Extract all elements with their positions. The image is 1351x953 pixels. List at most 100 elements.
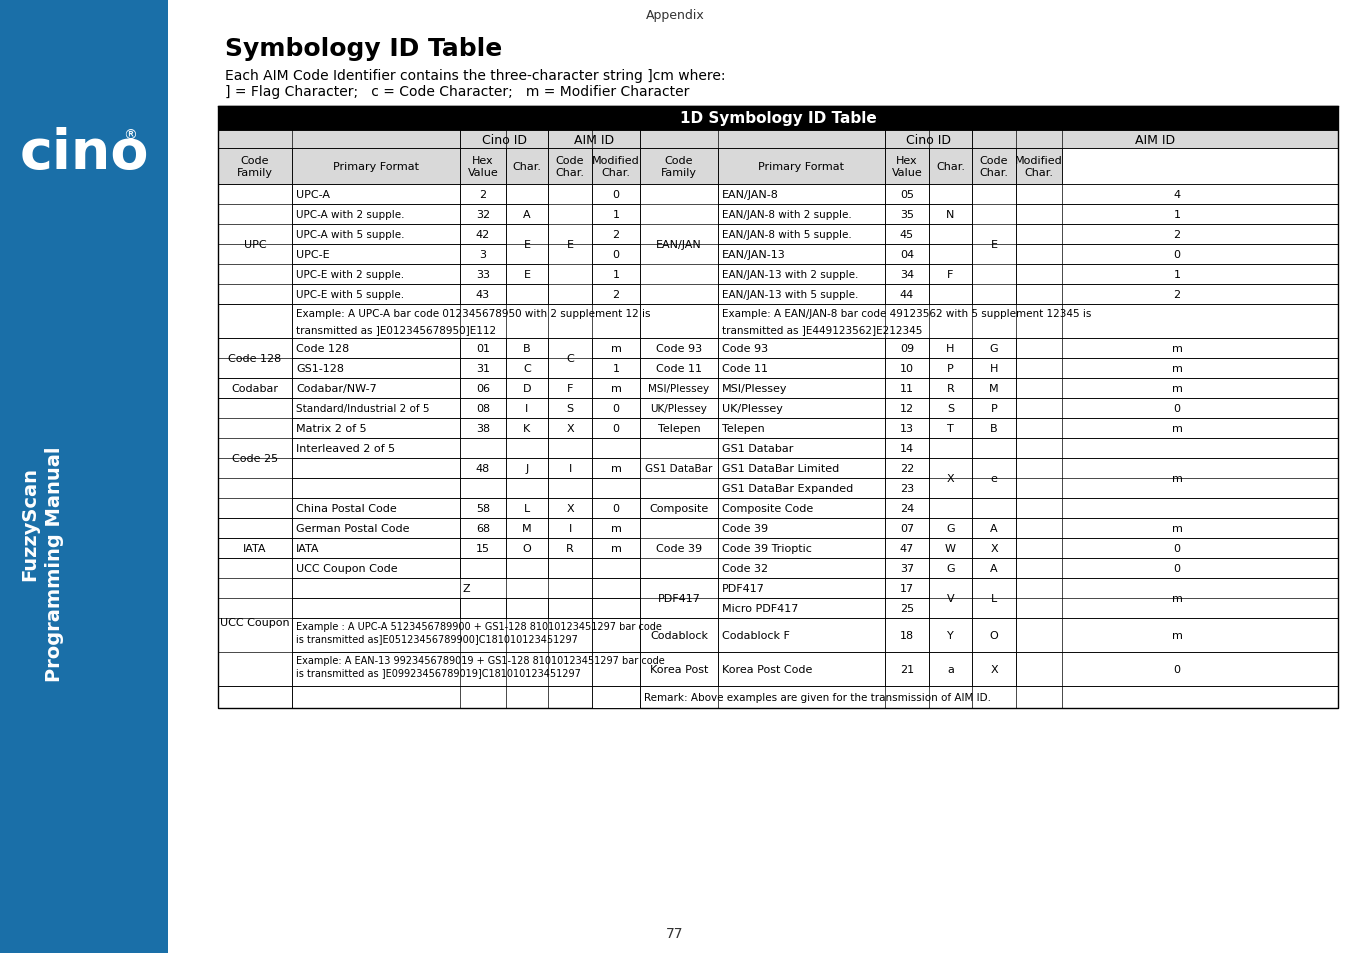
Bar <box>459 265 507 285</box>
Bar <box>459 338 507 358</box>
Bar <box>459 185 507 205</box>
Bar <box>885 438 929 458</box>
Bar <box>929 578 971 618</box>
Text: 43: 43 <box>476 290 490 299</box>
Bar <box>592 538 640 558</box>
Bar <box>592 686 640 708</box>
Text: 1: 1 <box>612 210 620 220</box>
Bar <box>885 185 929 205</box>
Text: Example : A UPC-A 5123456789900 + GS1-128 81010123451297 bar code: Example : A UPC-A 5123456789900 + GS1-12… <box>296 621 662 631</box>
Bar <box>549 418 592 438</box>
Bar <box>218 538 292 558</box>
Text: UPC-E with 5 supple.: UPC-E with 5 supple. <box>296 290 404 299</box>
Bar <box>218 558 292 686</box>
Text: Matrix 2 of 5: Matrix 2 of 5 <box>296 423 366 434</box>
Bar <box>929 378 971 398</box>
Text: 1: 1 <box>1174 210 1181 220</box>
Text: Code 93: Code 93 <box>721 344 769 354</box>
Text: ] = Flag Character;   c = Code Character;   m = Modifier Character: ] = Flag Character; c = Code Character; … <box>226 85 689 99</box>
Bar <box>218 518 292 538</box>
Bar <box>640 498 717 518</box>
Bar <box>1016 358 1337 378</box>
Bar <box>717 245 885 265</box>
Bar <box>640 398 717 418</box>
Bar <box>717 478 885 498</box>
Text: UCC Coupon Code: UCC Coupon Code <box>296 563 397 574</box>
Bar <box>717 305 1337 338</box>
Text: D: D <box>523 384 531 394</box>
Text: Code 11: Code 11 <box>721 364 767 374</box>
Bar <box>971 498 1016 518</box>
Text: Code 39: Code 39 <box>721 523 769 534</box>
Bar <box>507 458 549 478</box>
Bar <box>971 131 1337 149</box>
Text: E: E <box>990 240 997 250</box>
Bar <box>885 652 929 686</box>
Bar <box>640 438 717 498</box>
Bar <box>885 578 929 598</box>
Bar <box>507 358 549 378</box>
Text: cino: cino <box>19 127 149 181</box>
Bar <box>592 338 640 358</box>
Bar <box>292 438 459 458</box>
Text: MSI/Plessey: MSI/Plessey <box>721 384 788 394</box>
Text: Char.: Char. <box>936 162 965 172</box>
Text: EAN/JAN-13 with 2 supple.: EAN/JAN-13 with 2 supple. <box>721 270 858 280</box>
Bar <box>292 398 459 418</box>
Bar <box>1016 558 1337 578</box>
Bar <box>640 185 717 305</box>
Text: UK/Plessey: UK/Plessey <box>651 403 708 414</box>
Bar <box>592 358 640 378</box>
Text: 44: 44 <box>900 290 915 299</box>
Bar <box>292 558 459 578</box>
Text: Code
Family: Code Family <box>236 156 273 177</box>
Bar <box>929 558 971 578</box>
Bar <box>971 578 1016 618</box>
Bar <box>459 558 507 578</box>
Text: m: m <box>611 384 621 394</box>
Bar <box>507 518 549 538</box>
Bar <box>549 598 592 618</box>
Text: G: G <box>946 523 955 534</box>
Text: Cino ID: Cino ID <box>481 133 527 147</box>
Bar <box>717 285 885 305</box>
Text: Code
Family: Code Family <box>661 156 697 177</box>
Text: UPC-A: UPC-A <box>296 190 330 200</box>
Text: m: m <box>611 463 621 474</box>
Text: E: E <box>523 270 531 280</box>
Text: m: m <box>611 344 621 354</box>
Bar <box>218 686 292 708</box>
Bar <box>549 398 592 418</box>
Text: GS1 Databar: GS1 Databar <box>721 443 793 454</box>
Bar <box>717 418 885 438</box>
Bar <box>507 225 549 265</box>
Bar <box>929 398 971 418</box>
Bar <box>971 185 1016 305</box>
Bar <box>717 265 885 285</box>
Text: Example: A EAN-13 9923456789019 + GS1-128 81010123451297 bar code: Example: A EAN-13 9923456789019 + GS1-12… <box>296 656 665 665</box>
Text: Code 128: Code 128 <box>228 354 281 364</box>
Text: A: A <box>990 523 998 534</box>
Bar <box>292 538 459 558</box>
Text: 2: 2 <box>612 230 620 240</box>
Text: 0: 0 <box>612 403 620 414</box>
Bar <box>971 338 1016 358</box>
Bar <box>640 305 717 338</box>
Bar <box>507 478 549 498</box>
Bar <box>292 652 640 686</box>
Text: EAN/JAN-8 with 5 supple.: EAN/JAN-8 with 5 supple. <box>721 230 851 240</box>
Bar <box>292 285 459 305</box>
Text: 05: 05 <box>900 190 915 200</box>
Text: 1: 1 <box>1174 270 1181 280</box>
Bar <box>459 205 507 225</box>
Text: 1: 1 <box>612 270 620 280</box>
Text: Char.: Char. <box>512 162 542 172</box>
Bar <box>592 378 640 398</box>
Text: m: m <box>611 523 621 534</box>
Bar <box>929 458 971 498</box>
Text: H: H <box>946 344 955 354</box>
Bar <box>929 338 971 358</box>
Text: GS1 DataBar: GS1 DataBar <box>646 463 713 474</box>
Bar <box>459 378 507 398</box>
Text: 45: 45 <box>900 230 915 240</box>
